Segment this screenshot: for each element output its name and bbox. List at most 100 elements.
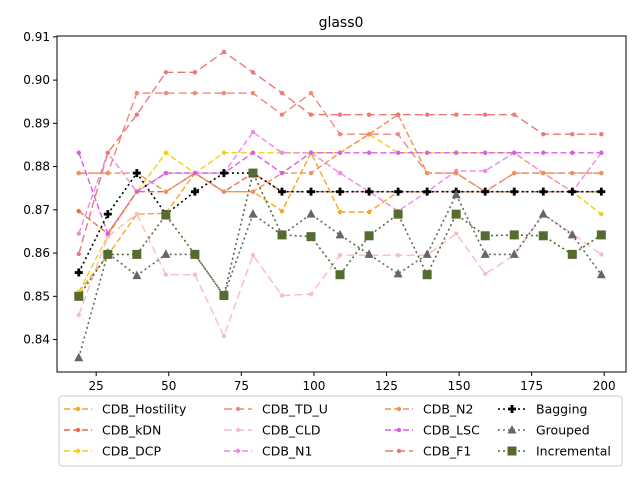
data-point: [568, 187, 577, 196]
data-point: [105, 234, 111, 239]
data-point: [480, 249, 490, 258]
data-point: [599, 150, 604, 155]
data-point: [541, 131, 546, 137]
data-point: [250, 189, 256, 194]
data-point: [393, 268, 403, 278]
data-point: [337, 131, 343, 137]
y-tick-label: 0.85: [23, 289, 50, 303]
legend-swatch-marker: [75, 448, 81, 454]
x-tick-label: 200: [593, 379, 616, 393]
data-point: [481, 187, 490, 196]
data-point: [134, 189, 140, 194]
data-point: [512, 170, 517, 176]
legend-label: CDB_kDN: [102, 423, 161, 438]
data-point: [422, 249, 432, 258]
data-point: [335, 229, 345, 239]
data-point: [163, 90, 169, 96]
legend-swatch-marker: [396, 448, 402, 454]
data-point: [597, 187, 606, 196]
x-tick-label: 25: [89, 379, 104, 393]
data-point: [308, 170, 314, 176]
legend-item: CDB_LSC: [385, 423, 480, 438]
legend-label: CDB_CLD: [262, 423, 321, 438]
legend-item: CDB_DCP: [64, 444, 162, 459]
y-tick-label: 0.88: [23, 160, 50, 174]
legend-item: CDB_CLD: [224, 423, 321, 438]
data-point: [250, 253, 256, 258]
plot-frame: [56, 35, 627, 373]
legend-item: Bagging: [498, 402, 587, 417]
data-point: [567, 249, 577, 259]
legend-swatch-marker: [396, 406, 402, 412]
data-point: [163, 70, 169, 75]
data-point: [567, 229, 577, 239]
data-point: [308, 90, 314, 96]
data-point: [161, 210, 171, 220]
y-tick-label: 0.84: [23, 333, 50, 347]
legend-label: CDB_DCP: [102, 444, 162, 459]
data-point: [76, 251, 81, 257]
data-point: [221, 333, 227, 339]
data-point: [250, 150, 256, 155]
data-point: [279, 112, 285, 117]
data-point: [366, 209, 372, 215]
data-point: [395, 253, 401, 258]
data-point: [337, 253, 343, 258]
data-point: [364, 231, 374, 241]
data-point: [76, 150, 81, 155]
data-point: [221, 189, 227, 194]
data-point: [134, 90, 140, 96]
legend-swatch-marker: [396, 427, 402, 433]
series-cdb-n1: [76, 129, 604, 236]
series-incremental: [74, 168, 606, 301]
data-point: [335, 270, 345, 280]
data-point: [103, 249, 113, 259]
data-point: [161, 249, 171, 258]
data-point: [279, 90, 285, 96]
legend-item: Incremental: [498, 444, 611, 459]
data-point: [279, 170, 285, 176]
data-point: [512, 150, 517, 155]
series-cdb-f1: [76, 49, 604, 257]
legend-item: Grouped: [498, 423, 590, 438]
data-point: [250, 90, 256, 96]
data-point: [105, 170, 111, 176]
x-tick-label: 125: [375, 379, 398, 393]
data-point: [541, 150, 546, 155]
data-point: [366, 112, 372, 117]
data-point: [538, 231, 548, 241]
data-point: [76, 312, 81, 318]
data-point: [337, 150, 343, 155]
data-point: [599, 131, 604, 137]
legend-swatch-marker: [235, 427, 241, 433]
legend-swatch-marker: [235, 406, 241, 412]
data-point: [219, 169, 228, 178]
data-point: [483, 112, 488, 117]
legend-label: CDB_Hostility: [102, 402, 187, 417]
data-point: [277, 230, 287, 240]
data-point: [74, 268, 83, 277]
legend-swatch-marker: [508, 405, 516, 413]
chart-legend: CDB_Hostility CDB_kDN CDB_DCP CDB_TD_U CDB_C…: [58, 395, 623, 467]
series-cdb-kdn: [76, 170, 604, 236]
data-point: [395, 112, 401, 117]
legend-item: CDB_F1: [385, 444, 471, 459]
data-point: [132, 169, 141, 178]
legend-label: CDB_LSC: [423, 423, 480, 438]
data-point: [192, 272, 198, 277]
data-point: [483, 150, 488, 155]
data-point: [134, 211, 140, 217]
data-point: [483, 168, 488, 174]
data-point: [480, 231, 490, 241]
data-point: [337, 209, 343, 215]
data-point: [512, 112, 517, 117]
data-point: [424, 112, 430, 117]
legend-swatch-marker: [235, 448, 241, 454]
data-point: [308, 291, 314, 297]
data-point: [74, 291, 84, 301]
data-point: [451, 209, 461, 219]
data-point: [279, 293, 285, 298]
data-point: [221, 90, 227, 96]
legend-label: CDB_N1: [262, 444, 312, 459]
